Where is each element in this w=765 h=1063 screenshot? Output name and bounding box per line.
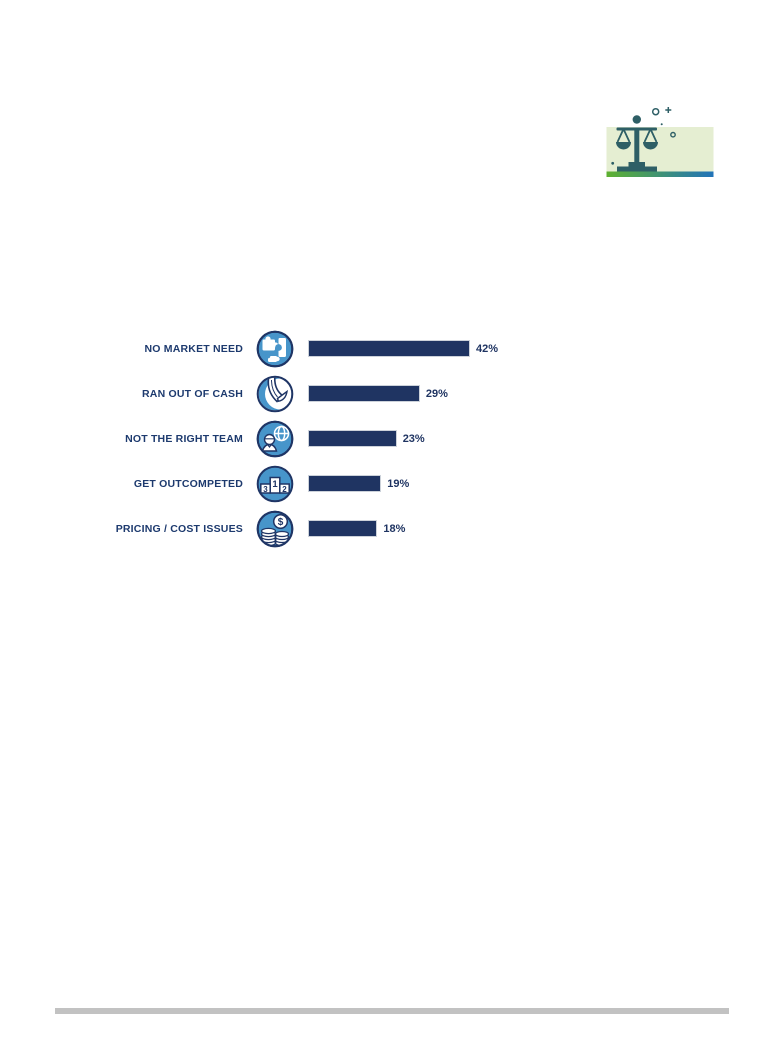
category-label: GET OUTCOMPETED [133,478,243,490]
category-label: NOT THE RIGHT TEAM [125,433,243,445]
puzzle-globe-icon [256,330,294,368]
coins-dollar-icon: $ [256,510,294,548]
value-label: 18% [383,523,406,535]
chart-row: PRICING / COST ISSUES $ [0,510,765,548]
chart-row: NOT THE RIGHT TEAM 23% [0,420,765,458]
value-label: 19% [387,478,410,490]
podium-ranking-icon: 3 1 2 [256,465,294,503]
chart-row: NO MARKET NEED 42% [0,330,765,368]
bar [308,475,382,492]
svg-text:$: $ [278,517,284,528]
svg-text:1: 1 [272,479,278,490]
bar [308,385,420,402]
bar [308,430,397,447]
chart-row: RAN OUT OF CASH 29% [0,375,765,413]
sparkle-decorations [611,107,676,165]
category-label: PRICING / COST ISSUES [115,523,243,535]
chart-row: GET OUTCOMPETED 3 1 2 19% [0,465,765,503]
category-label: RAN OUT OF CASH [142,388,243,400]
person-globe-icon [256,420,294,458]
footer-divider [55,1008,729,1014]
value-label: 42% [476,343,499,355]
gradient-strip [606,171,714,177]
bar [308,520,378,537]
balance-scales-graphic [600,100,720,180]
value-label: 29% [425,388,448,400]
svg-text:3: 3 [263,485,268,494]
balance-scale-icon [606,107,714,177]
cash-gone-icon [256,375,294,413]
svg-text:2: 2 [282,485,287,494]
scale-glyph [616,115,658,172]
category-label: NO MARKET NEED [144,343,243,355]
bar [308,340,470,357]
value-label: 23% [402,433,425,445]
startup-failure-reasons-chart: NO MARKET NEED 42% RAN OUT OF C [0,330,765,555]
